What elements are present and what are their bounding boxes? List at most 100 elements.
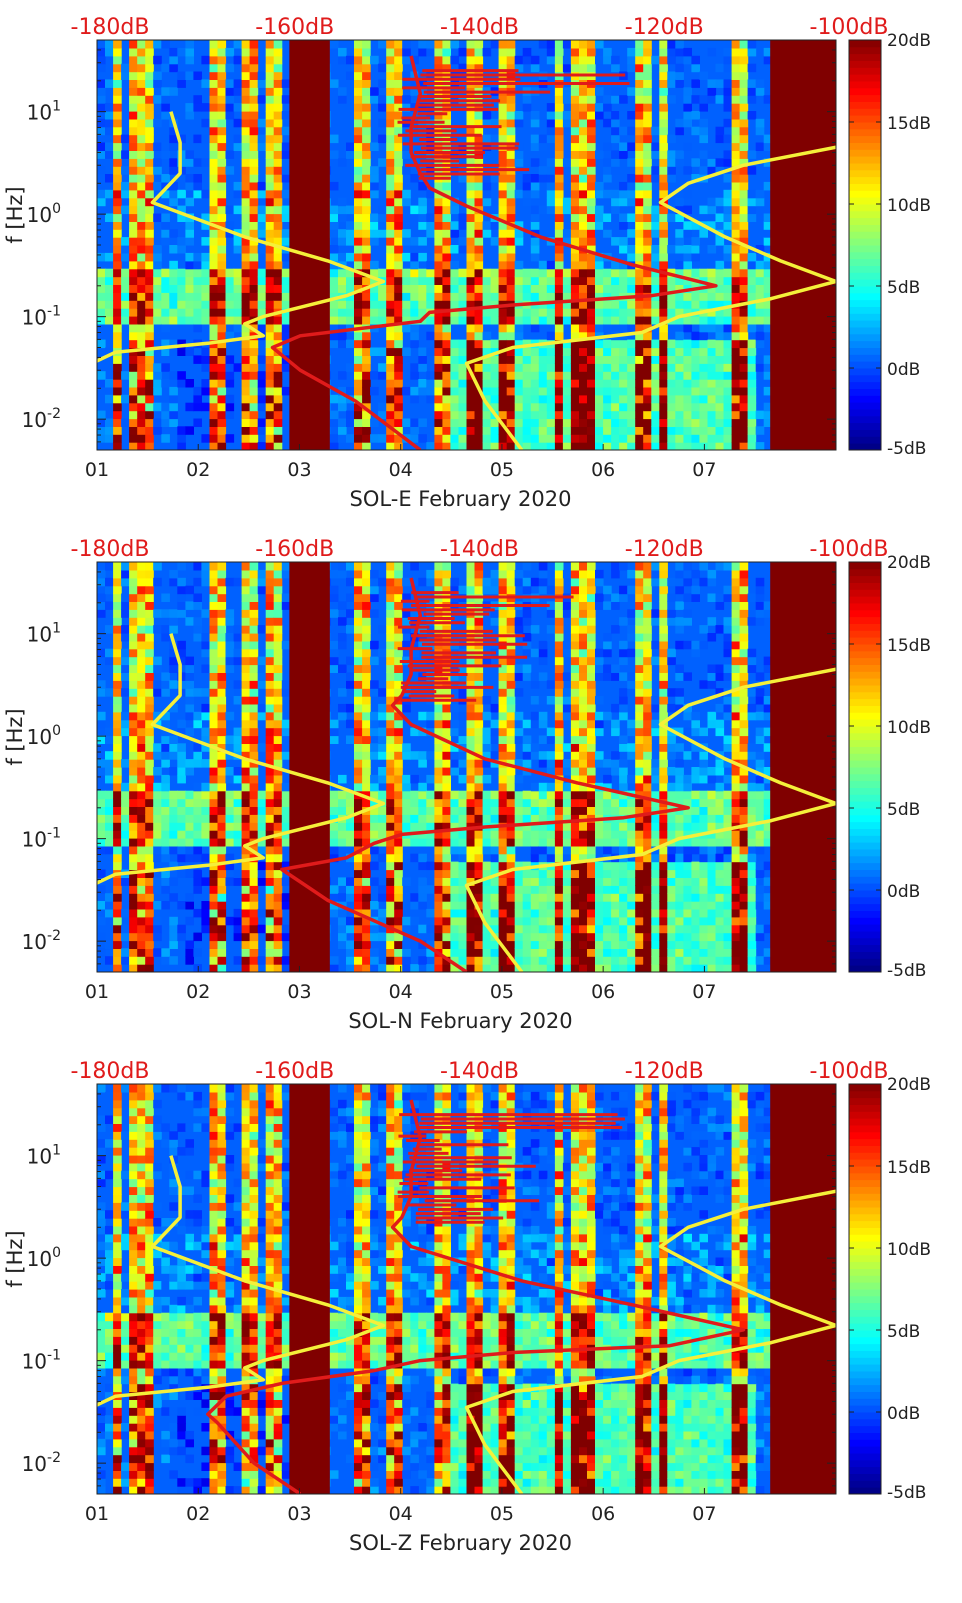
- colorbar-tick-label: 0dB: [887, 1404, 920, 1424]
- colorbar-tick-label: 5dB: [887, 1322, 920, 1342]
- colorbar-tick-label: 0dB: [887, 882, 920, 902]
- x-tick-label: 04: [389, 459, 413, 481]
- spectrogram: [51, 562, 882, 973]
- y-tick-label-exponent: -1: [47, 1348, 61, 1364]
- x-tick-label: 04: [389, 981, 413, 1003]
- y-tick-label-exponent: -1: [47, 826, 61, 842]
- x-tick-label: 05: [490, 981, 514, 1003]
- x-tick-label: 06: [591, 459, 615, 481]
- y-tick-label-exponent: -2: [47, 1450, 61, 1466]
- y-tick-label-base: 10: [22, 408, 47, 432]
- y-tick-label: 10-1: [22, 826, 61, 852]
- top-db-tick-label: -100dB: [810, 1059, 889, 1084]
- x-axis-label: SOL-E February 2020: [350, 487, 572, 511]
- x-tick-label: 01: [85, 459, 109, 481]
- x-tick-label: 01: [85, 981, 109, 1003]
- y-tick-label: 100: [27, 1245, 61, 1271]
- top-db-tick-label: -120dB: [625, 15, 704, 40]
- y-tick-label-exponent: 0: [52, 201, 61, 217]
- spectrogram: [51, 1084, 882, 1495]
- y-tick-label-exponent: 0: [52, 723, 61, 739]
- x-tick-label: 02: [186, 981, 210, 1003]
- colorbar-tick-label: 15dB: [887, 114, 931, 134]
- colorbar-tick-label: 5dB: [887, 278, 920, 298]
- y-tick-label-base: 10: [22, 828, 47, 852]
- top-db-tick-label: -180dB: [71, 15, 150, 40]
- y-tick-label-exponent: 1: [52, 99, 61, 115]
- y-tick-label-base: 10: [27, 725, 52, 749]
- top-db-tick-label: -120dB: [625, 537, 704, 562]
- top-db-tick-label: -140dB: [440, 537, 519, 562]
- x-tick-label: 05: [490, 1503, 514, 1525]
- top-db-tick-label: -160dB: [255, 1059, 334, 1084]
- top-db-tick-label: -160dB: [255, 537, 334, 562]
- colorbar-tick-label: 20dB: [887, 1075, 931, 1095]
- y-tick-label-exponent: -2: [47, 406, 61, 422]
- data-gap-band: [770, 40, 836, 450]
- colorbar-tick-label: 10dB: [887, 196, 931, 216]
- y-axis-label: f [Hz]: [3, 1230, 27, 1287]
- x-tick-label: 01: [85, 1503, 109, 1525]
- spectrogram: [51, 40, 882, 451]
- x-tick-label: 05: [490, 459, 514, 481]
- y-axis-label: f [Hz]: [3, 708, 27, 765]
- data-gap-band: [289, 1084, 329, 1494]
- colorbar-tick-label: 15dB: [887, 1158, 931, 1178]
- x-tick-label: 02: [186, 459, 210, 481]
- y-tick-label: 101: [27, 1143, 61, 1169]
- top-db-tick-label: -100dB: [810, 15, 889, 40]
- x-tick-label: 03: [287, 1503, 311, 1525]
- y-tick-label-exponent: -1: [47, 304, 61, 320]
- colorbar-tick-label: 5dB: [887, 800, 920, 820]
- y-tick-label-base: 10: [22, 1350, 47, 1374]
- colorbar-tick-label: -5dB: [887, 1483, 926, 1503]
- colorbar-tick-label: 10dB: [887, 1240, 931, 1260]
- data-gap-band: [289, 562, 329, 972]
- colorbar: 20dB 15dB 10dB 5dB 0dB -5dB: [849, 553, 931, 981]
- colorbar-tick-label: 15dB: [887, 636, 931, 656]
- colorbar-tick-label: 20dB: [887, 553, 931, 573]
- colorbar-tick-label: 10dB: [887, 718, 931, 738]
- y-tick-label-base: 10: [22, 306, 47, 330]
- colorbar: 20dB 15dB 10dB 5dB 0dB -5dB: [849, 1075, 931, 1503]
- top-db-tick-label: -180dB: [71, 1059, 150, 1084]
- y-tick-label-base: 10: [27, 101, 52, 125]
- data-gap-band: [770, 562, 836, 972]
- top-db-tick-label: -180dB: [71, 537, 150, 562]
- y-tick-label: 10-1: [22, 304, 61, 330]
- x-tick-label: 07: [692, 459, 716, 481]
- y-tick-label: 10-1: [22, 1348, 61, 1374]
- data-gap-band: [289, 40, 329, 450]
- y-tick-label-base: 10: [27, 623, 52, 647]
- y-tick-label-base: 10: [27, 1145, 52, 1169]
- y-tick-label-base: 10: [27, 1247, 52, 1271]
- x-tick-label: 07: [692, 981, 716, 1003]
- y-tick-label-base: 10: [22, 930, 47, 954]
- x-axis-label: SOL-Z February 2020: [349, 1531, 572, 1555]
- colorbar-tick-label: -5dB: [887, 961, 926, 981]
- x-tick-label: 06: [591, 1503, 615, 1525]
- colorbar-tick-label: 20dB: [887, 31, 931, 51]
- top-db-tick-label: -160dB: [255, 15, 334, 40]
- top-db-tick-label: -140dB: [440, 15, 519, 40]
- y-tick-label: 100: [27, 201, 61, 227]
- x-axis-label: SOL-N February 2020: [348, 1009, 572, 1033]
- y-tick-label-exponent: 1: [52, 621, 61, 637]
- y-tick-label-base: 10: [27, 203, 52, 227]
- y-tick-label-exponent: 0: [52, 1245, 61, 1261]
- y-tick-label: 100: [27, 723, 61, 749]
- top-db-tick-label: -100dB: [810, 537, 889, 562]
- x-tick-label: 06: [591, 981, 615, 1003]
- top-db-tick-label: -120dB: [625, 1059, 704, 1084]
- top-db-tick-label: -140dB: [440, 1059, 519, 1084]
- y-tick-label-exponent: 1: [52, 1143, 61, 1159]
- y-tick-label: 101: [27, 621, 61, 647]
- x-tick-label: 03: [287, 459, 311, 481]
- y-tick-label-exponent: -2: [47, 928, 61, 944]
